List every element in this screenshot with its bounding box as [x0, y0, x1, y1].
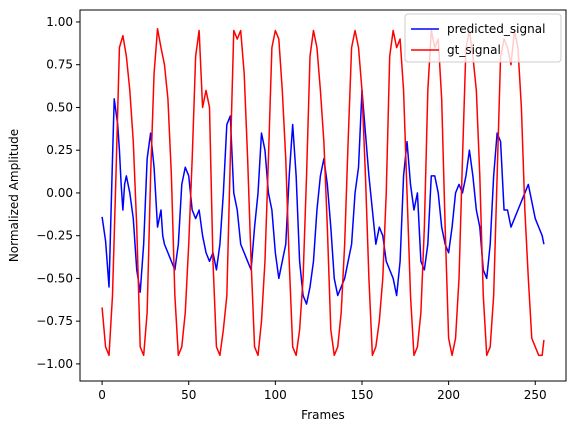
x-tick-label: 250	[524, 388, 547, 402]
y-tick-label: 1.00	[46, 15, 73, 29]
x-axis: 0 50 100 150 200 250	[98, 381, 547, 402]
x-tick-label: 0	[98, 388, 106, 402]
x-tick-label: 50	[181, 388, 196, 402]
legend: predicted_signal gt_signal	[404, 13, 562, 63]
plot-frame	[79, 9, 567, 382]
y-tick-label: 0.00	[46, 186, 73, 200]
y-tick-label: −1.00	[36, 357, 73, 371]
x-axis-label: Frames	[301, 408, 345, 422]
legend-label-predicted-signal: predicted_signal	[447, 22, 545, 36]
y-tick-label: 0.50	[46, 100, 73, 114]
x-tick-label: 200	[437, 388, 460, 402]
y-axis-label: Normalized Amplitude	[7, 129, 21, 262]
x-tick-label: 150	[351, 388, 374, 402]
y-axis: −1.00 −0.75 −0.50 −0.25 0.00 0.25 0.50 0.75 1.00	[36, 15, 80, 371]
legend-box	[404, 13, 562, 63]
y-tick-label: −0.25	[36, 229, 73, 243]
y-tick-label: −0.50	[36, 271, 73, 285]
series-line-predicted-signal	[101, 89, 545, 305]
legend-label-gt-signal: gt_signal	[447, 43, 501, 57]
y-tick-label: 0.75	[46, 58, 73, 72]
y-tick-label: −0.75	[36, 314, 73, 328]
x-tick-label: 100	[264, 388, 287, 402]
y-tick-label: 0.25	[46, 143, 73, 157]
